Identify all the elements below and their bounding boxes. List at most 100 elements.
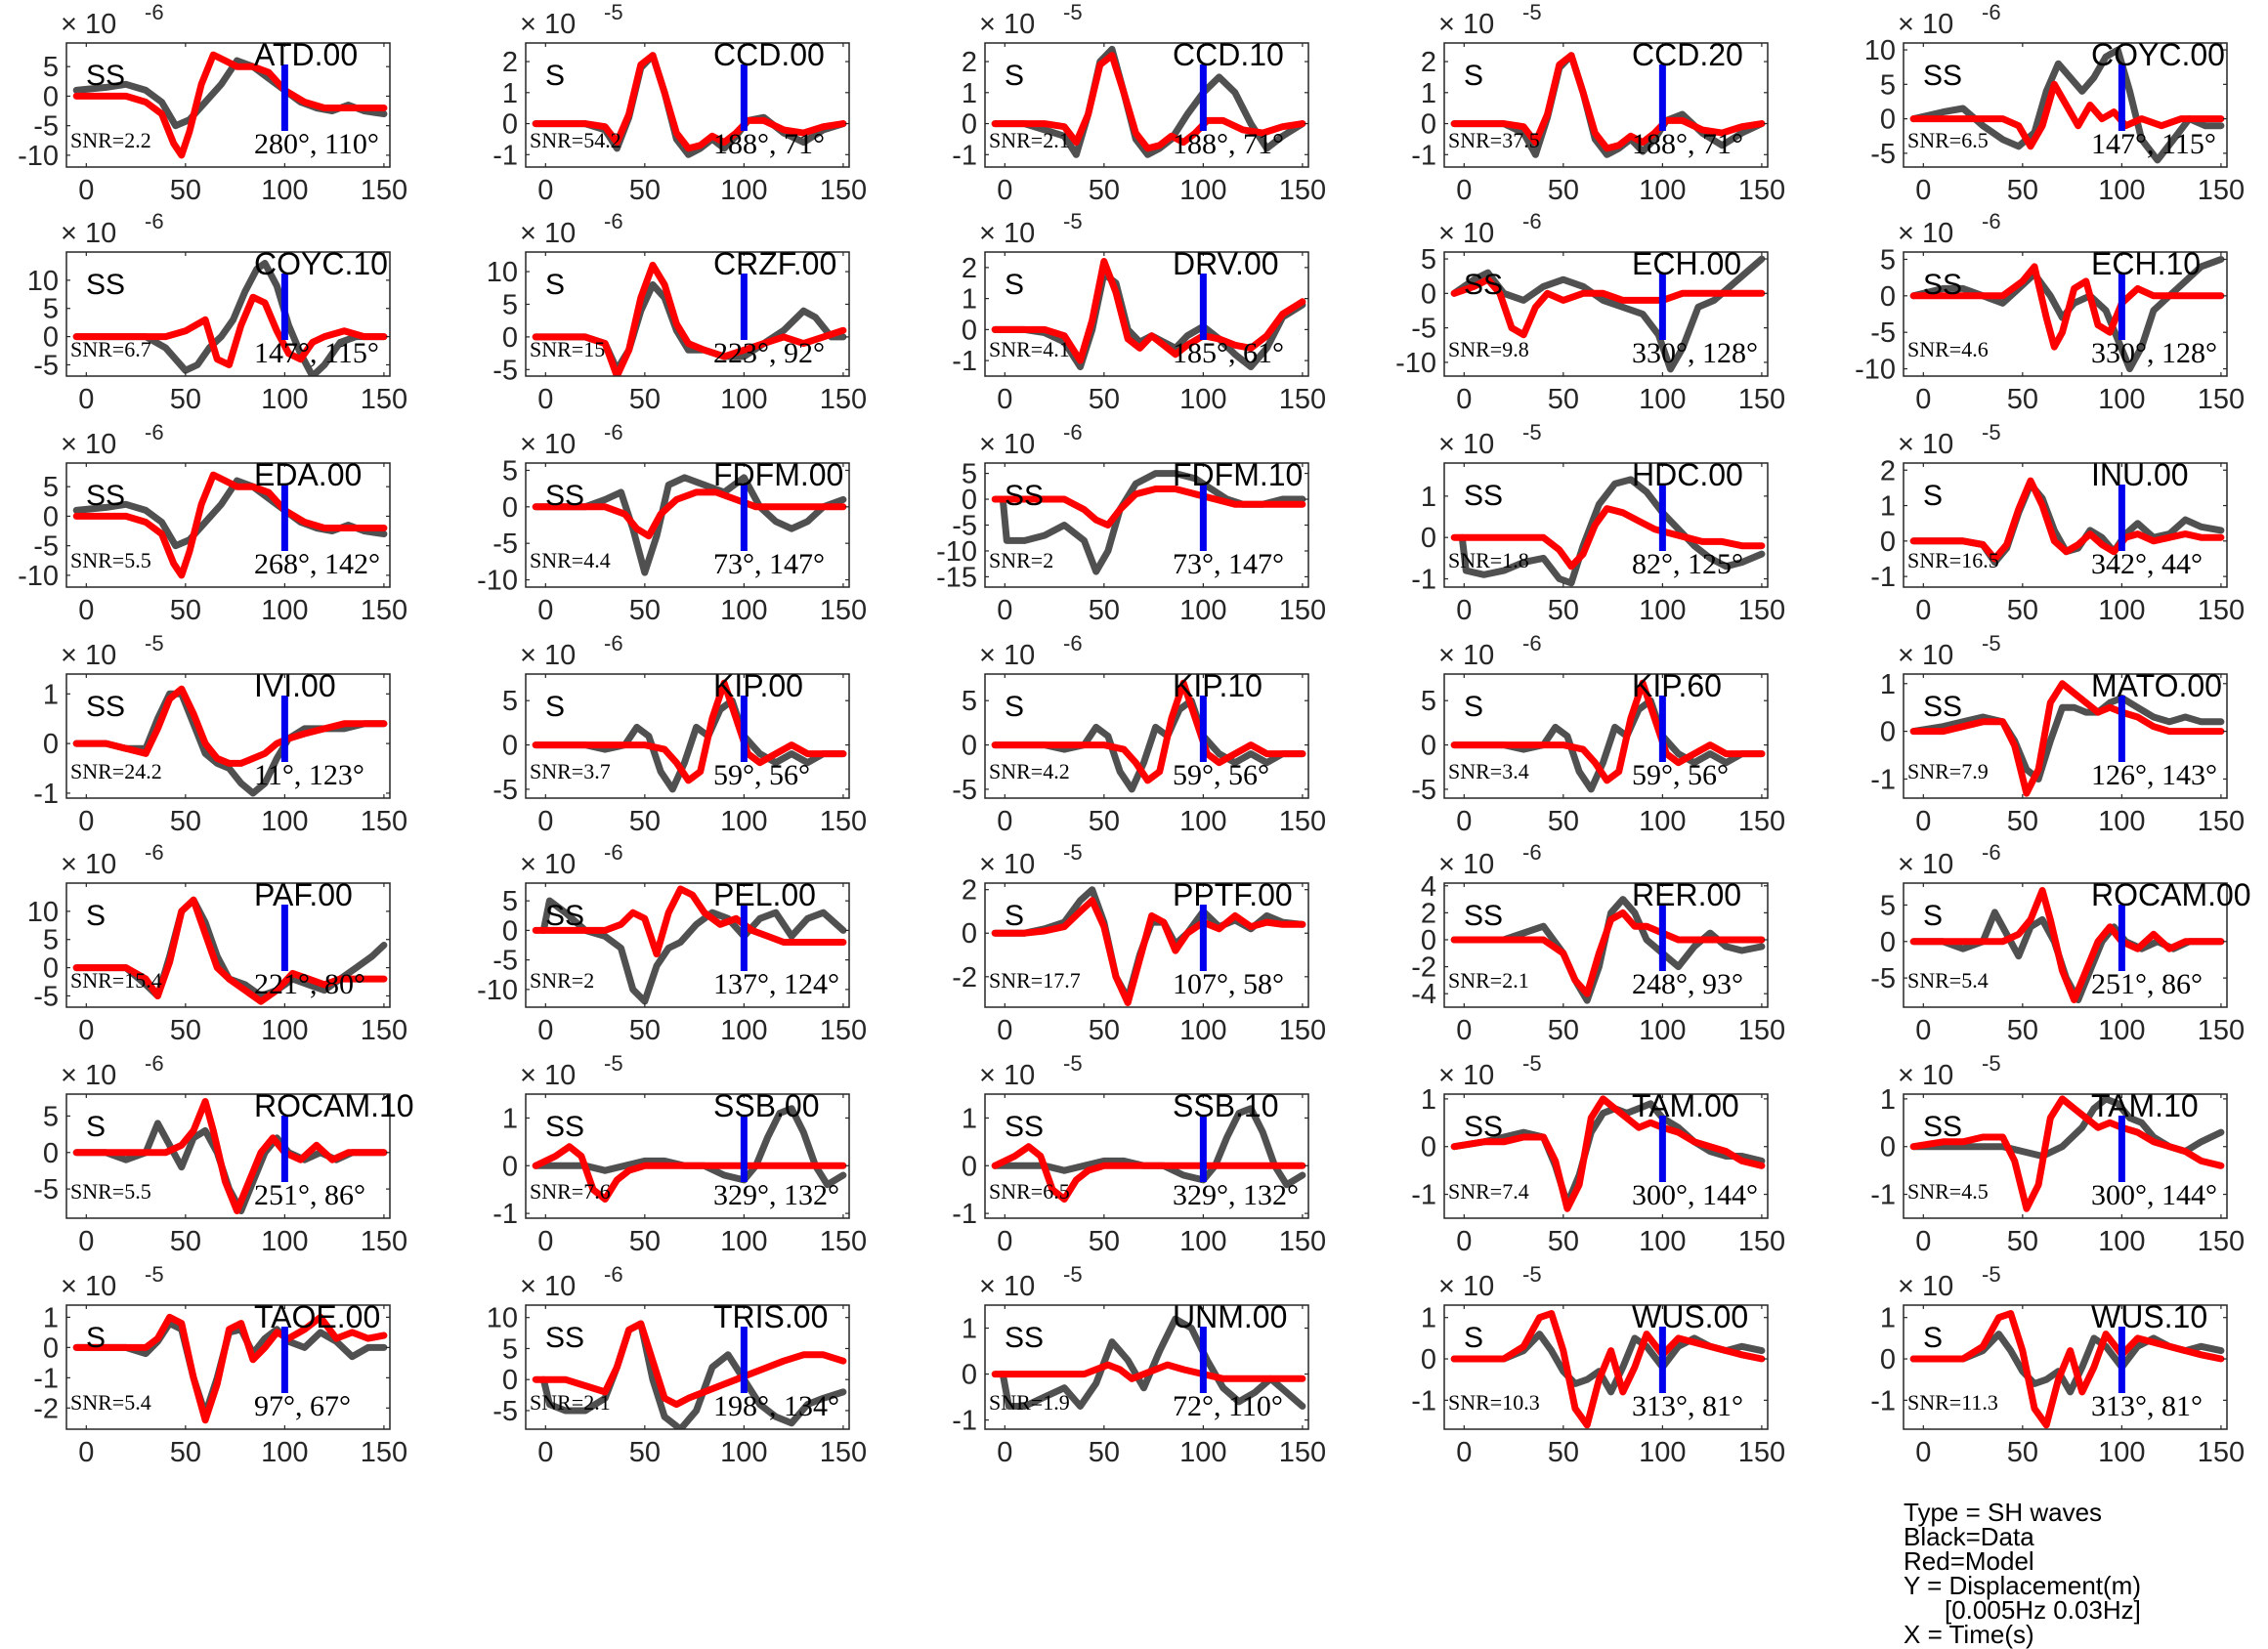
x-tick-label: 100	[261, 1226, 308, 1257]
y-tick-label: 1	[1421, 482, 1436, 513]
x-tick-label: 100	[1639, 1226, 1686, 1257]
x-tick-label: 0	[1456, 1015, 1472, 1046]
model-trace	[532, 488, 847, 540]
x-tick-label: 0	[78, 806, 94, 837]
axes-box	[1443, 1304, 1769, 1430]
figure-legend: Type = SH waves Black=Data Red=Model Y =…	[1904, 1500, 2255, 1647]
snr-label: SNR=24.2	[70, 759, 162, 783]
y-tick-label: 2	[502, 47, 518, 78]
x-tick-label: 100	[2098, 595, 2145, 626]
x-tick-label: 100	[1179, 175, 1226, 206]
axes-box	[65, 882, 391, 1008]
x-tick-label: 100	[720, 1226, 767, 1257]
azimuth-label: 11°, 123°	[254, 759, 364, 791]
y-tick-label: 2	[1421, 47, 1436, 78]
axes-box	[65, 42, 391, 168]
exponent-superscript: -6	[604, 209, 623, 233]
y-tick-label: -15	[936, 562, 977, 593]
exponent-superscript: -5	[604, 0, 623, 24]
y-tick-label: 5	[962, 459, 977, 490]
panel-wus-10: 0 50 100 150 1 0 -1 × 10 -5 S WUS.10 SNR=11.3 313°, …	[1870, 1262, 2245, 1468]
exponent-label: × 10	[520, 9, 576, 40]
x-tick-label: 50	[2007, 1226, 2038, 1257]
x-tick-label: 50	[629, 1437, 661, 1468]
y-tick-label: -10	[18, 561, 59, 592]
axes-box	[525, 882, 850, 1008]
x-tick-label: 100	[720, 175, 767, 206]
model-trace	[1450, 505, 1766, 571]
station-label: INU.00	[2091, 457, 2189, 492]
axes-box	[984, 251, 1309, 377]
azimuth-label: 72°, 110°	[1173, 1390, 1283, 1422]
x-tick-label: 0	[997, 595, 1012, 626]
y-tick-label: 0	[1880, 1132, 1896, 1163]
x-tick-label: 100	[720, 384, 767, 415]
station-label: FDFM.00	[713, 457, 843, 492]
exponent-label: × 10	[1438, 9, 1494, 40]
snr-label: SNR=1.9	[989, 1390, 1070, 1415]
azimuth-label: 223°, 92°	[713, 337, 825, 369]
x-tick-label: 0	[1456, 384, 1472, 415]
x-tick-label: 50	[170, 595, 201, 626]
exponent-label: × 10	[1898, 640, 1953, 671]
exponent-label: × 10	[61, 849, 116, 880]
y-tick-label: 0	[962, 1151, 977, 1182]
x-tick-label: 50	[1548, 1015, 1579, 1046]
y-tick-label: -1	[492, 140, 518, 171]
exponent-superscript: -5	[1063, 1262, 1083, 1287]
station-label: RER.00	[1632, 877, 1741, 912]
x-tick-label: 100	[261, 384, 308, 415]
exponent-superscript: -6	[145, 420, 164, 444]
model-trace	[72, 51, 388, 159]
x-tick-label: 100	[1179, 1437, 1226, 1468]
snr-label: SNR=2.1	[1448, 968, 1529, 993]
y-tick-label: 0	[1421, 1132, 1436, 1163]
model-trace	[1909, 477, 2225, 563]
axes-box	[1443, 251, 1769, 377]
y-tick-label: 0	[502, 731, 518, 762]
axes-box	[65, 1304, 391, 1430]
data-trace	[532, 474, 847, 576]
azimuth-label: 73°, 147°	[1173, 548, 1284, 580]
axes-box	[65, 251, 391, 377]
exponent-superscript: -6	[1982, 840, 2001, 865]
model-trace	[1450, 275, 1766, 339]
model-trace	[991, 1143, 1306, 1203]
station-label: CCD.00	[713, 37, 825, 72]
y-tick-label: 0	[1421, 925, 1436, 956]
phase-label: SS	[86, 480, 125, 512]
axes-box	[984, 42, 1309, 168]
exponent-label: × 10	[979, 1271, 1035, 1302]
x-tick-label: 150	[820, 1437, 867, 1468]
phase-label: SS	[1464, 480, 1503, 512]
y-tick-label: 0	[962, 918, 977, 950]
x-tick-label: 100	[1179, 1226, 1226, 1257]
y-tick-label: -5	[33, 350, 59, 381]
exponent-label: × 10	[1898, 849, 1953, 880]
snr-label: SNR=6.5	[1907, 128, 1989, 152]
exponent-superscript: -5	[1982, 1051, 2001, 1076]
y-tick-label: 1	[1421, 1303, 1436, 1334]
snr-label: SNR=4.4	[530, 548, 611, 572]
panel-unm-00: 0 50 100 150 1 0 -1 × 10 -5 SS UNM.00 SNR=1.9 72°, 1…	[952, 1262, 1326, 1468]
azimuth-label: 59°, 56°	[1632, 759, 1729, 791]
phase-label: S	[1464, 1322, 1483, 1354]
axes-box	[525, 42, 850, 168]
x-tick-label: 150	[1279, 1226, 1326, 1257]
model-trace	[1909, 887, 2225, 1003]
azimuth-label: 73°, 147°	[713, 548, 825, 580]
data-trace	[1458, 476, 1766, 587]
x-tick-label: 0	[1456, 175, 1472, 206]
x-tick-label: 150	[1738, 175, 1785, 206]
x-tick-label: 150	[2198, 1015, 2245, 1046]
snr-label: SNR=16.5	[1907, 548, 1999, 572]
station-label: PPTF.00	[1173, 877, 1293, 912]
phase-label: S	[1005, 900, 1024, 932]
exponent-superscript: -6	[1982, 0, 2001, 24]
axes-box	[65, 462, 391, 588]
y-tick-label: 0	[43, 1138, 59, 1169]
